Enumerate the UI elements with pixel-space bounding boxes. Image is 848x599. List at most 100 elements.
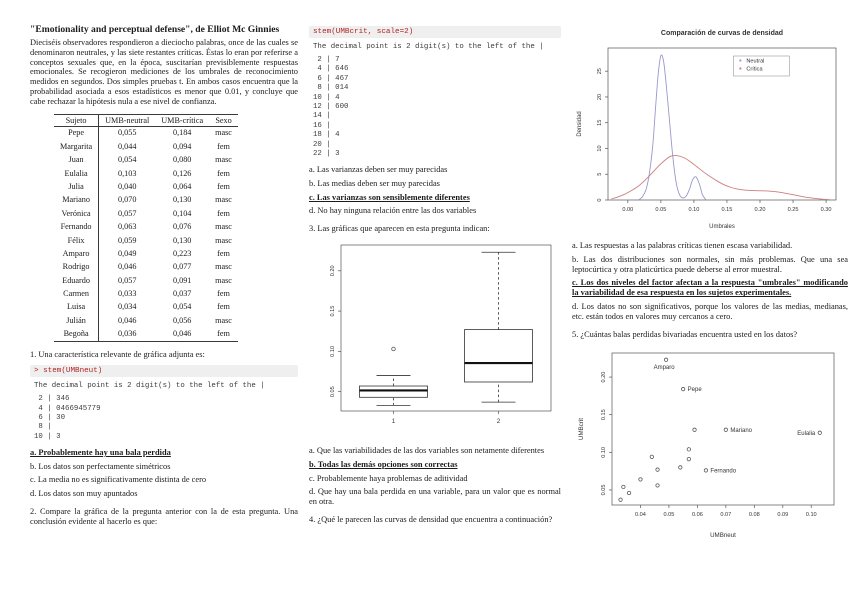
r-code-stem-umbcrit: stem(UMBcrit, scale=2) bbox=[309, 26, 561, 38]
document-title: "Emotionality and perceptual defense", d… bbox=[30, 24, 280, 35]
svg-text:0.09: 0.09 bbox=[777, 512, 788, 518]
boxplot-chart: 0.05 0.10 0.15 0.20 1 2 bbox=[330, 245, 552, 425]
table-cell: Mariano bbox=[54, 193, 100, 208]
density-figure: Comparación de curvas de densidad 0.00 0.0… bbox=[572, 24, 848, 237]
table-row: Fernando 0,063 0,076 masc bbox=[54, 220, 238, 234]
table-cell: Fernando bbox=[54, 220, 100, 234]
table-row: Pepe 0,055 0,184 masc bbox=[54, 126, 238, 141]
table-row: Verónica 0,057 0,104 fem bbox=[54, 207, 238, 221]
svg-text:0.25: 0.25 bbox=[788, 207, 799, 213]
svg-text:Fernando: Fernando bbox=[710, 469, 736, 475]
table-cell: Carmen bbox=[54, 287, 100, 301]
stem-umbneut-block: > stem(UMBneut) The decimal point is 2 d… bbox=[30, 365, 298, 442]
table-cell: Rodrigo bbox=[54, 260, 100, 275]
table-cell: 0,046 bbox=[117, 315, 137, 325]
svg-text:UMBneut: UMBneut bbox=[710, 532, 736, 539]
table-cell: 0,091 bbox=[172, 275, 192, 285]
question-1-options: a. Probablemente hay una bala perdida b. … bbox=[30, 448, 298, 499]
table-header-row: Sujeto UMB-neutral UMB-crítica Sexo bbox=[54, 114, 238, 127]
stem-line: 10 | 3 bbox=[34, 432, 61, 441]
svg-text:0.08: 0.08 bbox=[749, 512, 760, 518]
table-cell: 0,044 bbox=[117, 141, 137, 151]
table-cell: 0,130 bbox=[172, 195, 192, 205]
stem-line: 8 | bbox=[34, 423, 57, 432]
table-cell: 0,094 bbox=[172, 141, 192, 151]
table-cell: 0,057 bbox=[117, 275, 137, 285]
stem-line: 10 | 4 bbox=[313, 93, 340, 102]
svg-text:0.10: 0.10 bbox=[806, 512, 817, 518]
table-cell: 0,057 bbox=[117, 208, 137, 218]
svg-text:0.20: 0.20 bbox=[755, 207, 766, 213]
table-row: Luisa 0,034 0,054 fem bbox=[54, 300, 238, 315]
svg-text:Crítica: Crítica bbox=[746, 67, 763, 73]
table-cell: 0,059 bbox=[117, 235, 137, 245]
stem-line: 20 | bbox=[313, 140, 336, 149]
svg-text:Neutral: Neutral bbox=[746, 59, 764, 65]
table-cell: 0,054 bbox=[172, 302, 192, 312]
table-cell: 0,104 bbox=[172, 208, 192, 218]
table-cell: fem bbox=[217, 181, 230, 191]
svg-text:Mariano: Mariano bbox=[730, 428, 752, 434]
svg-text:Umbrales: Umbrales bbox=[709, 224, 735, 230]
svg-text:0.05: 0.05 bbox=[601, 485, 607, 496]
stem2-output: 2 | 7 4 | 646 6 | 467 8 | 014 10 | 4 12 | … bbox=[309, 56, 561, 159]
stem-line: 4 | 0466945779 bbox=[34, 404, 101, 413]
answer-option-correct: c. Los dos niveles del factor afectan a … bbox=[572, 278, 848, 298]
table-cell: fem bbox=[217, 141, 230, 151]
table-cell: 0,049 bbox=[117, 248, 137, 258]
svg-text:10: 10 bbox=[597, 145, 603, 151]
table-cell: masc bbox=[215, 262, 232, 272]
question-3: 3. Las gráficas que aparecen en esta pre… bbox=[309, 224, 490, 234]
stem1-caption: The decimal point is 2 digit(s) to the l… bbox=[34, 382, 265, 391]
answer-option: b. Los datos son perfectamente simétrico… bbox=[30, 461, 171, 471]
scatter-figure: 0.04 0.05 0.06 0.07 0.08 0.09 0.10 0.05 0.10 0.15… bbox=[572, 345, 848, 550]
svg-text:Amparo: Amparo bbox=[654, 365, 676, 371]
answer-option: a. Las respuestas a las palabras crítica… bbox=[572, 241, 793, 250]
exam-page: "Emotionality and perceptual defense", d… bbox=[30, 24, 848, 554]
answer-option: c. La media no es significativamente dis… bbox=[30, 475, 207, 485]
table-cell: Pepe bbox=[54, 126, 100, 141]
answer-option: d. Los datos son muy apuntados bbox=[30, 488, 138, 498]
table-cell: masc bbox=[215, 222, 232, 232]
table-cell: masc bbox=[215, 235, 232, 245]
svg-text:0.15: 0.15 bbox=[722, 207, 733, 213]
boxplot-figure: 0.05 0.10 0.15 0.20 1 2 bbox=[309, 239, 561, 442]
table-row: Rodrigo 0,046 0,077 masc bbox=[54, 260, 238, 275]
answer-option: b. Las dos distribuciones son normales, … bbox=[572, 254, 848, 274]
stem-line: 2 | 346 bbox=[34, 395, 70, 404]
table-row: Carmen 0,033 0,037 fem bbox=[54, 287, 238, 301]
stem-line: 8 | 014 bbox=[313, 84, 349, 93]
table-cell: Félix bbox=[54, 233, 100, 248]
table-cell: Amparo bbox=[54, 247, 100, 261]
stem2-caption: The decimal point is 2 digit(s) to the l… bbox=[313, 43, 544, 51]
table-cell: 0,036 bbox=[117, 329, 137, 339]
svg-text:Pepe: Pepe bbox=[688, 387, 703, 393]
question-2: 2. Compare la gráfica de la pregunta ant… bbox=[30, 506, 298, 527]
answer-option: a. Que las variabilidades de las dos var… bbox=[309, 446, 545, 456]
svg-text:0.30: 0.30 bbox=[821, 207, 832, 213]
column-header: UMB-neutral bbox=[98, 114, 156, 127]
svg-text:0: 0 bbox=[597, 198, 603, 201]
answer-option: d. Que hay una bala perdida en una varia… bbox=[309, 487, 561, 507]
table-cell: masc bbox=[215, 155, 232, 165]
svg-text:0.20: 0.20 bbox=[601, 372, 607, 383]
answer-option-correct: b. Todas las demás opciones son correcta… bbox=[309, 459, 458, 469]
svg-text:0.15: 0.15 bbox=[601, 409, 607, 420]
stem-line: 4 | 646 bbox=[313, 65, 349, 74]
stem-line: 6 | 467 bbox=[313, 74, 349, 83]
svg-text:0.20: 0.20 bbox=[330, 266, 336, 277]
answer-option: c. Probablemente haya problemas de aditi… bbox=[309, 473, 468, 483]
right-column: Comparación de curvas de densidad 0.00 0.0… bbox=[572, 24, 848, 554]
stem-line: 12 | 600 bbox=[313, 103, 349, 112]
table-cell: Julián bbox=[54, 314, 100, 328]
svg-text:0.05: 0.05 bbox=[655, 207, 666, 213]
table-row: Eduardo 0,057 0,091 masc bbox=[54, 274, 238, 288]
table-cell: Eduardo bbox=[54, 274, 100, 288]
svg-text:0.10: 0.10 bbox=[330, 346, 336, 357]
table-row: Félix 0,059 0,130 masc bbox=[54, 233, 238, 248]
stem-line: 22 | 3 bbox=[313, 150, 340, 159]
question-5: 5. ¿Cuántas balas perdidas bivariadas en… bbox=[572, 330, 798, 340]
svg-text:Eulalia: Eulalia bbox=[797, 431, 816, 437]
svg-text:0.07: 0.07 bbox=[720, 512, 731, 518]
answer-option: a. Las varianzas deben ser muy parecidas bbox=[309, 165, 448, 175]
